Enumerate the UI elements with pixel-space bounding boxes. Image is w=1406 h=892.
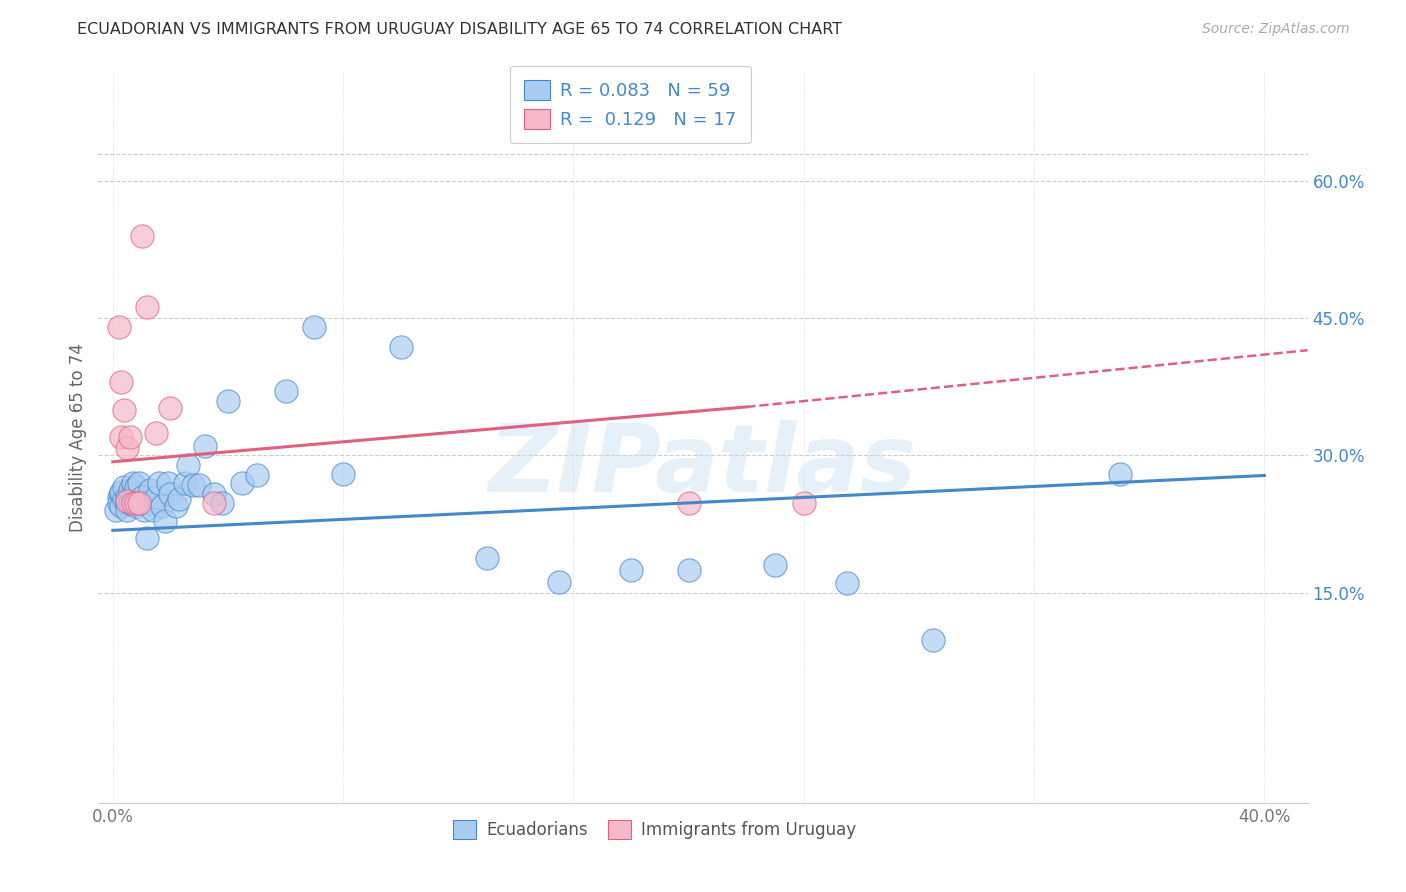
Point — [112, 492, 135, 507]
Point — [125, 480, 148, 494]
Point — [120, 490, 142, 504]
Point — [548, 574, 571, 589]
Point — [188, 477, 211, 491]
Point — [107, 496, 129, 510]
Point — [120, 430, 142, 444]
Point — [115, 503, 138, 517]
Point — [176, 458, 198, 472]
Point — [922, 633, 945, 648]
Point — [202, 496, 225, 510]
Point — [475, 550, 498, 565]
Point — [122, 496, 145, 510]
Point — [148, 475, 170, 490]
Point — [231, 475, 253, 490]
Point — [110, 430, 132, 444]
Text: Source: ZipAtlas.com: Source: ZipAtlas.com — [1202, 22, 1350, 37]
Point — [115, 441, 138, 455]
Point — [274, 384, 297, 399]
Point — [134, 503, 156, 517]
Point — [120, 496, 142, 510]
Point — [246, 468, 269, 483]
Point — [389, 341, 412, 355]
Point — [122, 492, 145, 507]
Point — [678, 496, 700, 510]
Point — [835, 576, 858, 591]
Point — [136, 300, 159, 314]
Point — [159, 487, 181, 501]
Point — [332, 467, 354, 481]
Point — [678, 563, 700, 577]
Point — [145, 490, 167, 504]
Point — [112, 402, 135, 417]
Point — [110, 485, 132, 500]
Point — [156, 475, 179, 490]
Point — [125, 496, 148, 510]
Point — [110, 375, 132, 389]
Point — [159, 401, 181, 415]
Point — [131, 228, 153, 243]
Point — [145, 425, 167, 440]
Point — [136, 531, 159, 545]
Point — [150, 499, 173, 513]
Point — [120, 483, 142, 497]
Point — [620, 563, 643, 577]
Y-axis label: Disability Age 65 to 74: Disability Age 65 to 74 — [69, 343, 87, 532]
Point — [110, 499, 132, 513]
Legend: Ecuadorians, Immigrants from Uruguay: Ecuadorians, Immigrants from Uruguay — [446, 814, 863, 846]
Point — [115, 490, 138, 504]
Point — [112, 480, 135, 494]
Point — [110, 487, 132, 501]
Point — [793, 496, 815, 510]
Point — [202, 487, 225, 501]
Point — [115, 496, 138, 510]
Point — [167, 492, 190, 507]
Point — [128, 475, 150, 490]
Point — [304, 320, 326, 334]
Text: ZIPatlas: ZIPatlas — [489, 420, 917, 512]
Point — [139, 496, 162, 510]
Point — [1109, 467, 1132, 481]
Text: ECUADORIAN VS IMMIGRANTS FROM URUGUAY DISABILITY AGE 65 TO 74 CORRELATION CHART: ECUADORIAN VS IMMIGRANTS FROM URUGUAY DI… — [77, 22, 842, 37]
Point — [173, 475, 195, 490]
Point — [125, 487, 148, 501]
Point — [107, 320, 129, 334]
Point — [165, 499, 187, 513]
Point — [183, 477, 205, 491]
Point — [211, 496, 233, 510]
Point — [107, 490, 129, 504]
Point — [128, 496, 150, 510]
Point — [153, 514, 176, 528]
Point — [763, 558, 786, 573]
Point — [142, 503, 165, 517]
Point — [194, 439, 217, 453]
Point — [122, 475, 145, 490]
Point — [104, 503, 127, 517]
Point — [122, 487, 145, 501]
Point — [217, 393, 239, 408]
Point — [125, 499, 148, 513]
Point — [115, 494, 138, 508]
Point — [139, 483, 162, 497]
Point — [131, 496, 153, 510]
Point — [131, 490, 153, 504]
Point — [128, 496, 150, 510]
